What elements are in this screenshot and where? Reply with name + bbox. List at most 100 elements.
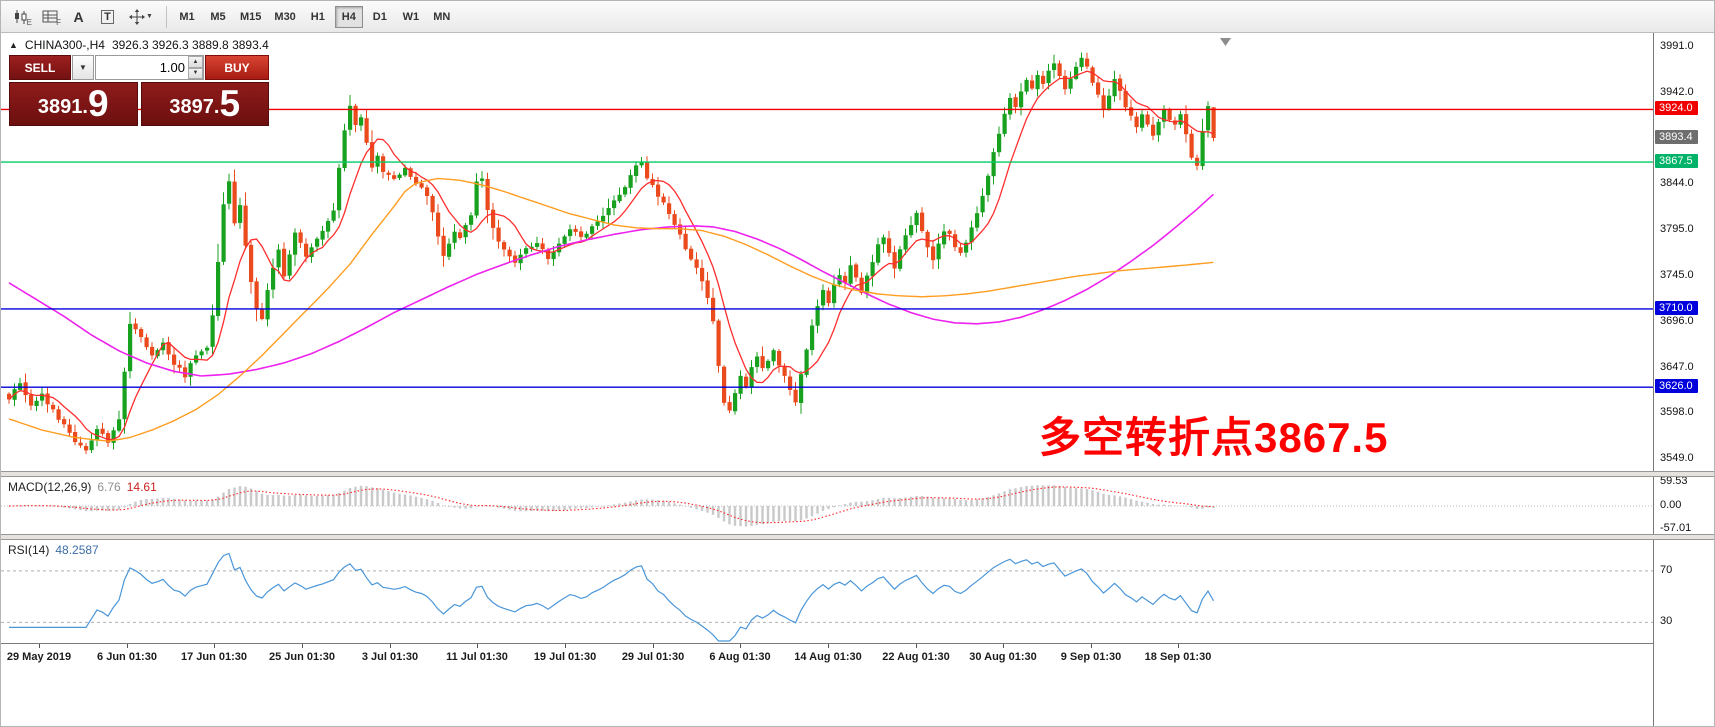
icon-badge: E bbox=[26, 18, 32, 27]
trade-panel-toggle[interactable]: ▲ bbox=[9, 40, 18, 50]
price-axis-label: 3844.0 bbox=[1660, 177, 1694, 189]
candle-body bbox=[51, 404, 56, 410]
candle-body bbox=[139, 329, 144, 337]
candle-body bbox=[881, 237, 886, 245]
cursor-tools-icon[interactable]: ▼ bbox=[122, 4, 160, 29]
text-annotation-icon[interactable]: A bbox=[64, 4, 93, 29]
candle-body bbox=[161, 342, 166, 351]
candle-body bbox=[425, 187, 430, 196]
candle-body bbox=[678, 224, 683, 235]
candlestick-chart-icon[interactable]: E bbox=[6, 4, 35, 29]
candle-body bbox=[447, 243, 452, 257]
buy-button[interactable]: BUY bbox=[205, 55, 269, 80]
macd-axis-label: 0.00 bbox=[1660, 499, 1682, 511]
panel-splitter-macd[interactable] bbox=[1, 471, 1714, 477]
candle-body bbox=[364, 118, 369, 143]
buy-price-button[interactable]: 3897. 5 bbox=[140, 82, 269, 126]
candle-body bbox=[1013, 97, 1018, 107]
candle-body bbox=[1074, 66, 1079, 79]
candle-body bbox=[617, 194, 622, 202]
candle-body bbox=[1063, 75, 1068, 90]
candle-body bbox=[67, 424, 72, 433]
candle-body bbox=[832, 284, 837, 304]
macd-signal-line bbox=[8, 486, 1214, 524]
candle-body bbox=[738, 375, 743, 394]
candle-body bbox=[958, 247, 963, 253]
volume-increase-button[interactable]: ▲ bbox=[188, 56, 203, 68]
candle-body bbox=[89, 440, 94, 451]
candle-body bbox=[1162, 109, 1167, 122]
text-box-icon[interactable]: T bbox=[93, 4, 122, 29]
candle-body bbox=[403, 167, 408, 176]
sell-price-button[interactable]: 3891. 9 bbox=[9, 82, 138, 126]
buy-price-main: 3897. bbox=[169, 96, 220, 118]
candle-body bbox=[34, 400, 39, 406]
candle-body bbox=[370, 142, 375, 168]
price-axis-label: 3598.0 bbox=[1660, 406, 1694, 418]
timeframe-button-h1[interactable]: H1 bbox=[304, 6, 332, 28]
time-axis-tick bbox=[828, 644, 829, 648]
chart-shift-marker[interactable] bbox=[1220, 38, 1231, 46]
price-axis[interactable]: 3991.0 3942.0 3844.0 3795.0 3745.0 3696.0 3647… bbox=[1653, 33, 1714, 726]
candle-body bbox=[100, 428, 105, 434]
candle-body bbox=[562, 236, 567, 244]
candle-body bbox=[551, 251, 556, 260]
timeframe-button-m30[interactable]: M30 bbox=[269, 6, 300, 28]
timeframe-button-m15[interactable]: M15 bbox=[235, 6, 266, 28]
timeframe-button-h4[interactable]: H4 bbox=[334, 5, 363, 28]
candle-body bbox=[612, 200, 617, 209]
timeframe-button-mn[interactable]: MN bbox=[428, 6, 456, 28]
candle-body bbox=[348, 105, 353, 130]
candle-body bbox=[243, 205, 248, 246]
volume-decrease-button[interactable]: ▼ bbox=[188, 67, 203, 79]
ma-medium-line bbox=[8, 193, 1215, 377]
candle-body bbox=[326, 221, 331, 232]
panel-splitter-rsi[interactable] bbox=[1, 534, 1714, 540]
price-axis-label: 3647.0 bbox=[1660, 361, 1694, 373]
rsi-axis-label: 70 bbox=[1660, 564, 1673, 576]
candle-body bbox=[1189, 133, 1194, 158]
candle-body bbox=[1024, 79, 1029, 92]
candlestick-series bbox=[7, 52, 1216, 454]
time-axis[interactable]: 29 May 2019 6 Jun 01:30 17 Jun 01:30 25 Jun… bbox=[1, 643, 1653, 726]
candle-body bbox=[953, 234, 958, 248]
macd-axis-label: 59.53 bbox=[1660, 475, 1688, 487]
chart-annotation[interactable]: 多空转折点3867.5 bbox=[1039, 414, 1389, 461]
candles-glyph bbox=[14, 9, 26, 24]
volume-input[interactable] bbox=[95, 55, 204, 80]
time-axis-label: 30 Aug 01:30 bbox=[969, 651, 1037, 663]
candle-body bbox=[947, 230, 952, 234]
macd-panel-plot[interactable] bbox=[1, 477, 1653, 534]
candle-body bbox=[826, 290, 831, 304]
timeframe-button-m1[interactable]: M1 bbox=[173, 6, 201, 28]
candle-body bbox=[777, 351, 782, 366]
rsi-panel-plot[interactable] bbox=[1, 540, 1653, 643]
candle-body bbox=[309, 247, 314, 257]
indicators-grid-icon[interactable]: F bbox=[35, 4, 64, 29]
candle-body bbox=[507, 249, 512, 257]
candle-body bbox=[78, 442, 83, 446]
candle-body bbox=[436, 212, 441, 237]
rsi-line bbox=[9, 552, 1215, 642]
candle-body bbox=[1206, 106, 1211, 131]
price-axis-label: 3991.0 bbox=[1660, 40, 1694, 52]
candle-body bbox=[238, 205, 243, 223]
candle-body bbox=[1090, 67, 1095, 83]
timeframe-button-d1[interactable]: D1 bbox=[366, 6, 394, 28]
time-axis-tick bbox=[565, 644, 566, 648]
candle-body bbox=[337, 167, 342, 211]
candle-body bbox=[458, 232, 463, 238]
timeframe-button-w1[interactable]: W1 bbox=[397, 6, 425, 28]
candle-body bbox=[634, 165, 639, 176]
sell-button[interactable]: SELL bbox=[9, 55, 71, 80]
main-chart-plot[interactable] bbox=[1, 33, 1653, 471]
candle-body bbox=[128, 323, 133, 372]
candle-body bbox=[45, 393, 50, 405]
candle-body bbox=[760, 356, 765, 369]
timeframe-button-m5[interactable]: M5 bbox=[204, 6, 232, 28]
timeframe-group: M1 M5 M15 M30 H1 H4 D1 W1 MN bbox=[173, 5, 456, 28]
candle-body bbox=[892, 252, 897, 269]
candle-body bbox=[744, 376, 749, 387]
order-type-dropdown[interactable]: ▼ bbox=[72, 55, 94, 80]
candle-body bbox=[975, 213, 980, 228]
